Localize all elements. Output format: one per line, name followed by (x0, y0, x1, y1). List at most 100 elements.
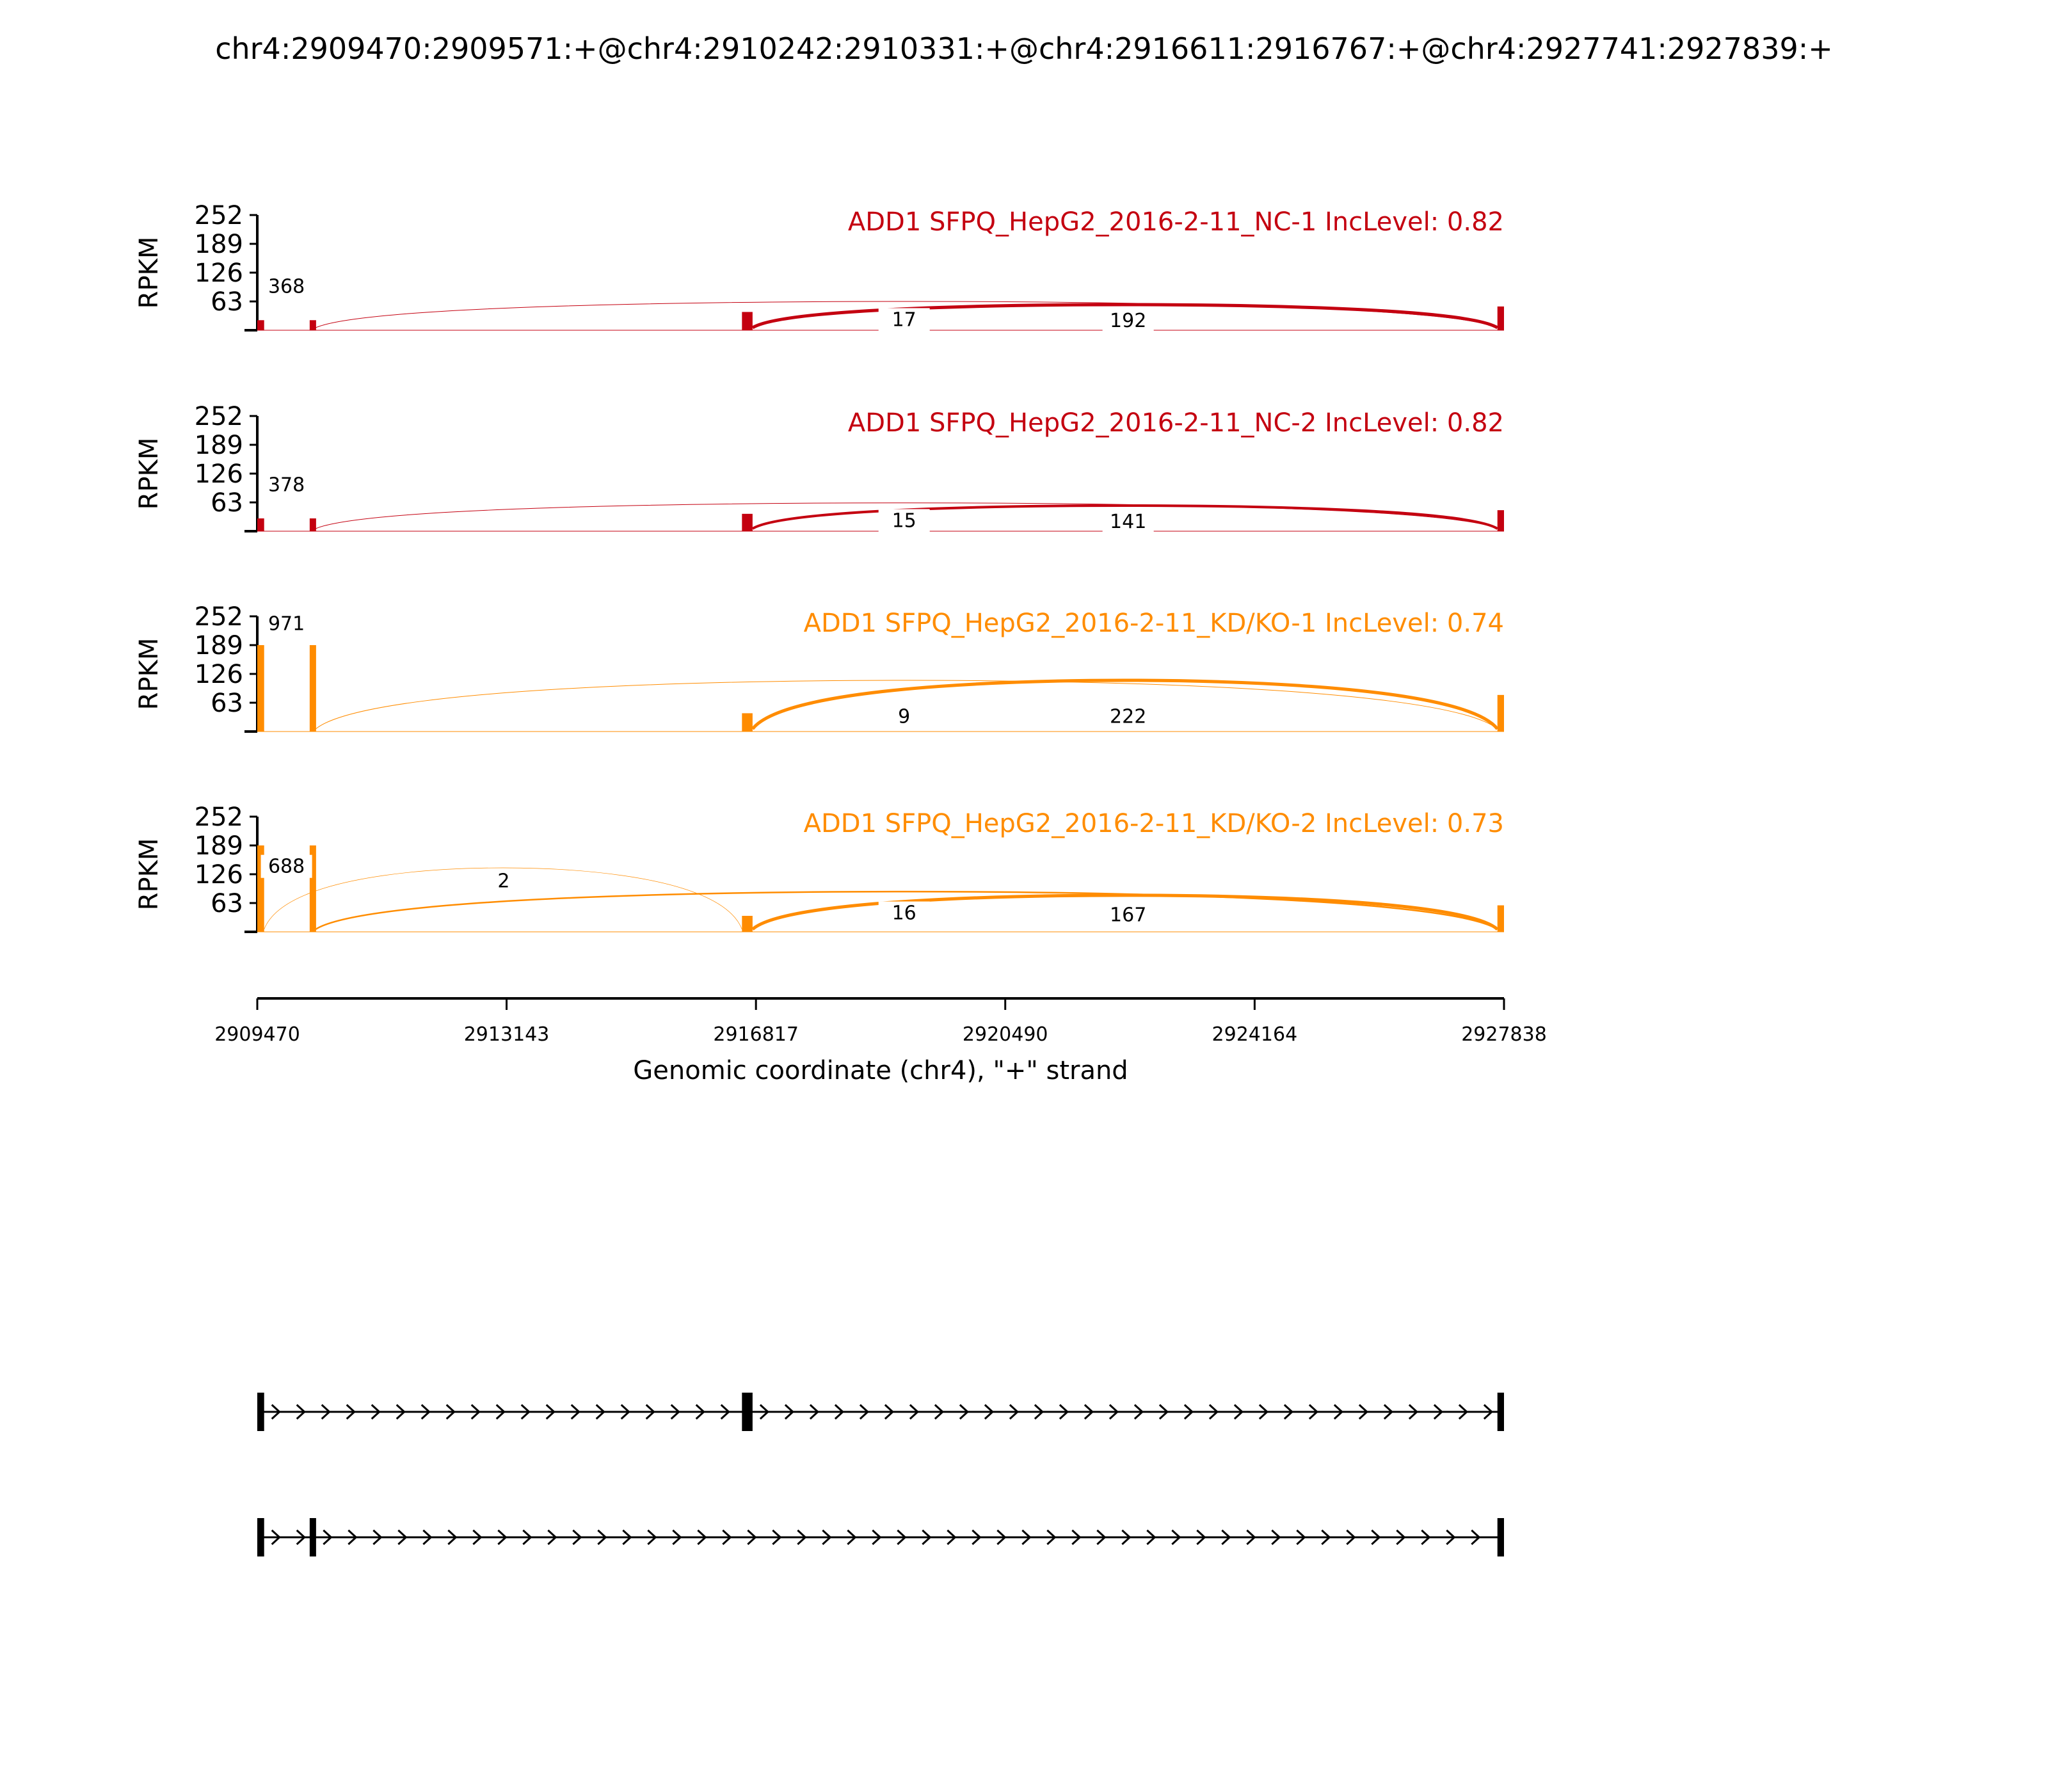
strand-arrow-icon (1408, 1404, 1419, 1420)
strand-arrow-icon (720, 1404, 730, 1420)
strand-arrow-icon (809, 1404, 820, 1420)
strand-arrow-icon (947, 1529, 957, 1546)
strand-arrow-icon (1333, 1404, 1344, 1420)
strand-arrow-icon (1158, 1404, 1169, 1420)
strand-arrow-icon (321, 1404, 331, 1420)
strand-arrow-icon (972, 1529, 982, 1546)
strand-arrow-icon (1183, 1404, 1194, 1420)
strand-arrow-icon (422, 1529, 433, 1546)
strand-arrow-icon (897, 1529, 907, 1546)
strand-arrow-icon (445, 1404, 456, 1420)
strand-arrow-icon (470, 1404, 481, 1420)
chart-title: chr4:2909470:2909571:+@chr4:2910242:2910… (215, 31, 1833, 66)
junction-label-bg (878, 705, 930, 728)
junction-label-bg (1102, 509, 1154, 533)
coverage-bar (257, 320, 264, 330)
coverage-bar (1497, 694, 1504, 732)
x-tick-label: 2924164 (1212, 1023, 1298, 1046)
x-tick-label: 2913143 (464, 1023, 550, 1046)
strand-arrow-icon (547, 1529, 557, 1546)
strand-arrow-icon (909, 1404, 920, 1420)
coverage-bar (1497, 510, 1504, 531)
strand-arrow-icon (859, 1404, 870, 1420)
strand-arrow-icon (1021, 1529, 1032, 1546)
coverage-bar (742, 713, 753, 732)
coverage-bar (309, 320, 316, 330)
junction-count-label: 2 (497, 870, 509, 893)
junction-label-bg (878, 901, 930, 925)
strand-arrow-icon (1383, 1404, 1394, 1420)
strand-arrow-icon (1208, 1404, 1219, 1420)
strand-arrow-icon (346, 1404, 356, 1420)
exon-block (309, 1518, 316, 1556)
strand-arrow-icon (1246, 1529, 1256, 1546)
strand-arrow-icon (922, 1529, 932, 1546)
y-tick-label: 63 (211, 689, 243, 718)
strand-arrow-icon (271, 1404, 281, 1420)
junction-label-bg (878, 308, 930, 332)
coverage-bar (1497, 905, 1504, 932)
strand-arrow-icon (884, 1404, 895, 1420)
strand-arrow-icon (1059, 1404, 1069, 1420)
strand-arrow-icon (372, 1529, 383, 1546)
isoform-1 (257, 1393, 1504, 1431)
strand-arrow-icon (697, 1529, 707, 1546)
coverage-bar (257, 645, 264, 732)
strand-arrow-icon (570, 1404, 580, 1420)
strand-arrow-icon (1296, 1529, 1306, 1546)
strand-arrow-icon (271, 1529, 281, 1546)
junction-count-label: 222 (1110, 705, 1146, 728)
strand-arrow-icon (759, 1404, 770, 1420)
junction-arc (264, 867, 742, 930)
junction-count-label: 17 (892, 308, 916, 331)
strand-arrow-icon (1346, 1529, 1356, 1546)
junction-count-label: 16 (892, 902, 916, 925)
y-axis-label: RPKM (134, 638, 164, 710)
strand-arrow-icon (572, 1529, 582, 1546)
strand-arrow-icon (1133, 1404, 1144, 1420)
strand-arrow-icon (670, 1404, 680, 1420)
strand-arrow-icon (1096, 1529, 1107, 1546)
strand-arrow-icon (1421, 1529, 1431, 1546)
junction-arc (316, 502, 1498, 529)
junction-count-label: 141 (1110, 511, 1146, 533)
strand-arrow-icon (296, 1404, 306, 1420)
strand-arrow-icon (447, 1529, 458, 1546)
junction-count-label: 192 (1110, 310, 1146, 332)
strand-arrow-icon (1071, 1529, 1082, 1546)
strand-arrow-icon (396, 1404, 406, 1420)
isoform-track (257, 1393, 1504, 1556)
strand-arrow-icon (397, 1529, 408, 1546)
coverage-bar (1497, 306, 1504, 330)
y-tick-label: 126 (195, 259, 243, 288)
strand-arrow-icon (934, 1404, 945, 1420)
y-axis-label: RPKM (134, 838, 164, 911)
exon-block (1497, 1518, 1504, 1556)
x-tick-label: 2927838 (1461, 1023, 1547, 1046)
coverage-bar (742, 513, 753, 531)
strand-arrow-icon (520, 1404, 531, 1420)
sample-title: ADD1 SFPQ_HepG2_2016-2-11_KD/KO-2 IncLev… (804, 809, 1504, 838)
y-tick-label: 252 (195, 201, 243, 230)
sample-title: ADD1 SFPQ_HepG2_2016-2-11_KD/KO-1 IncLev… (804, 609, 1504, 638)
junction-count-label: 167 (1110, 904, 1146, 926)
junction-label-bg (1102, 308, 1154, 332)
strand-arrow-icon (472, 1529, 483, 1546)
x-tick-label: 2920490 (963, 1023, 1048, 1046)
strand-arrow-icon (672, 1529, 682, 1546)
strand-arrow-icon (722, 1529, 732, 1546)
strand-arrow-icon (1233, 1404, 1244, 1420)
strand-arrow-icon (797, 1529, 807, 1546)
junction-label-bg (260, 854, 312, 878)
y-tick-label: 63 (211, 889, 243, 918)
junction-count-label: 688 (268, 856, 305, 878)
junction-arc (751, 893, 1499, 931)
strand-arrow-icon (1371, 1529, 1381, 1546)
strand-arrow-icon (772, 1529, 782, 1546)
strand-arrow-icon (1009, 1404, 1020, 1420)
strand-arrow-icon (822, 1529, 832, 1546)
junction-label-bg (260, 473, 312, 497)
junction-label-bg (878, 509, 930, 532)
